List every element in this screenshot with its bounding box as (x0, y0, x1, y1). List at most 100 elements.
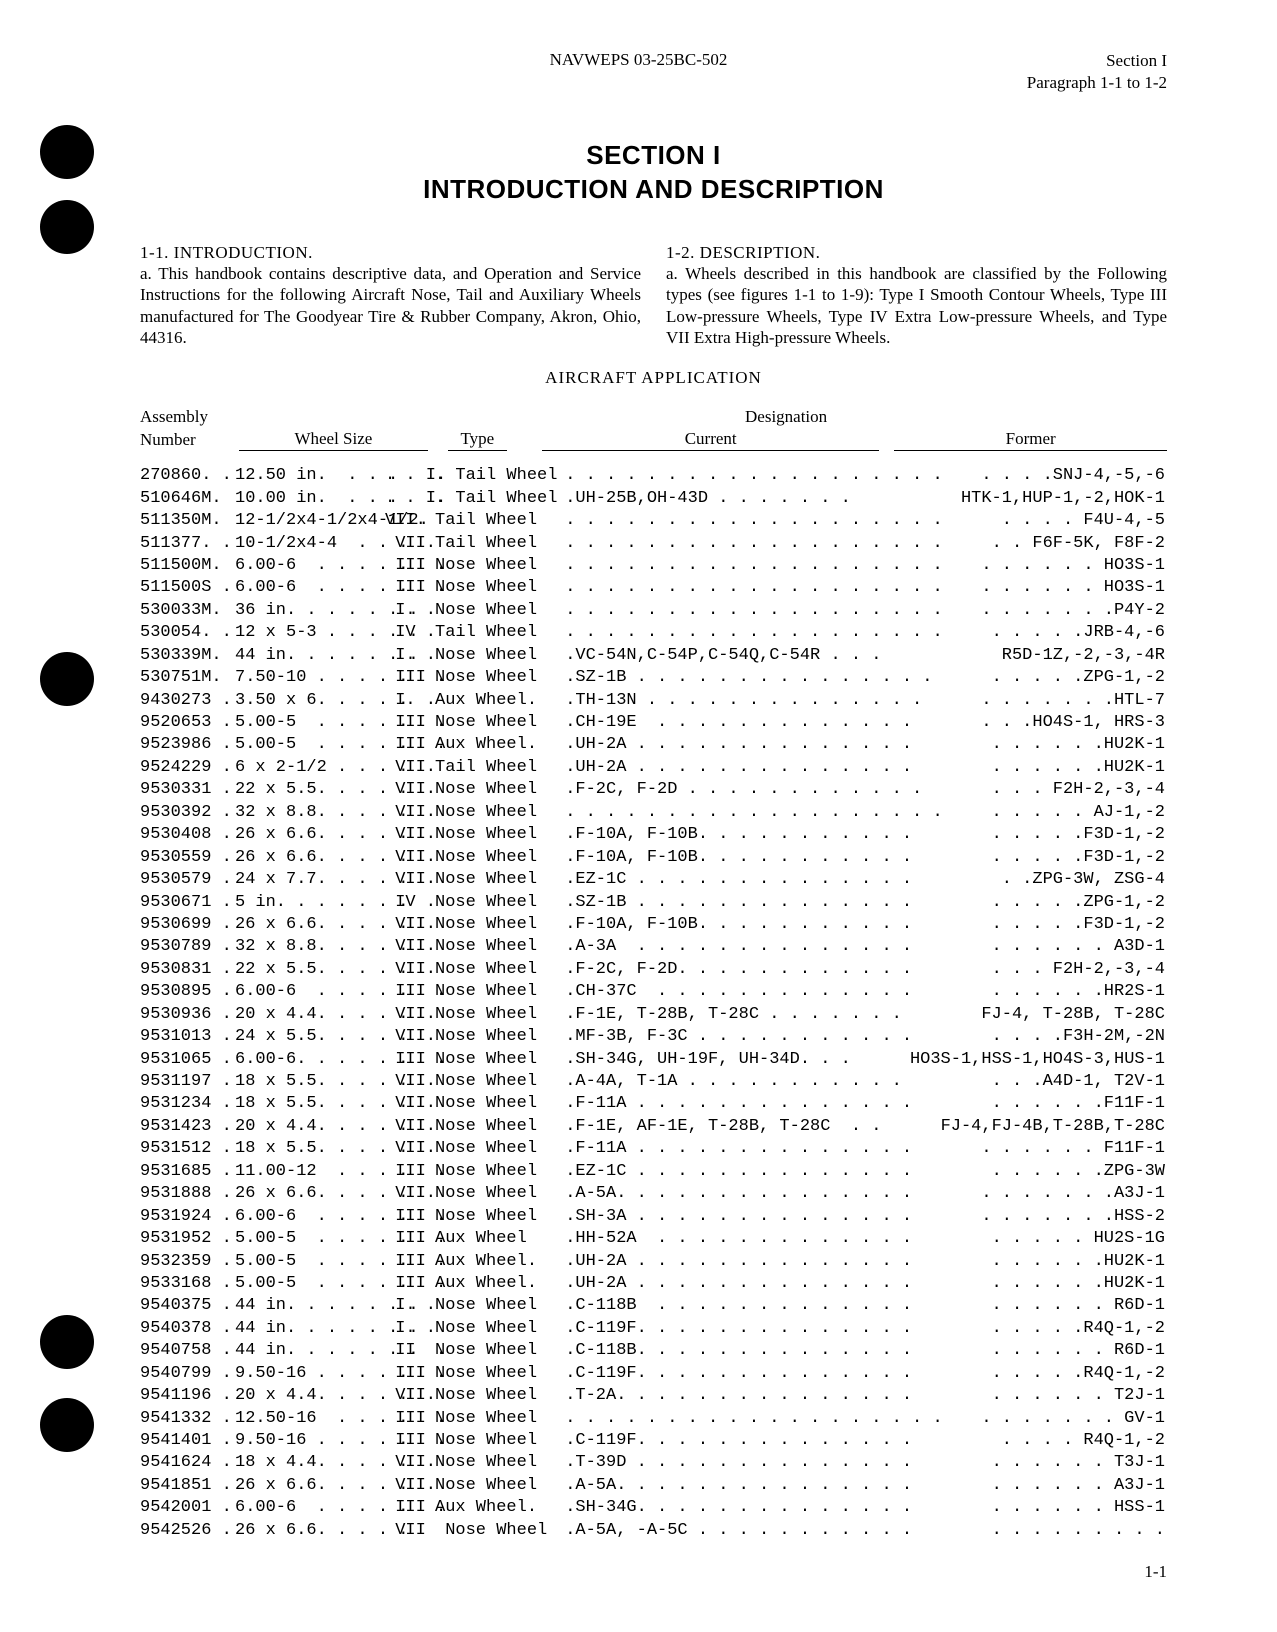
th-assembly: Assembly (140, 406, 240, 428)
cell-assembly: 511500S . (140, 577, 235, 599)
cell-wheeltype: Nose Wheel (435, 824, 555, 846)
cell-type: VII. (385, 1452, 435, 1474)
cell-assembly: 9531924 . (140, 1206, 235, 1228)
intro-left: 1-1. INTRODUCTION. a. This handbook cont… (140, 242, 641, 348)
cell-wheelsize: 9.50-16 . . . . . (235, 1363, 385, 1385)
cell-current: .A-3A . . . . . . . . . . . . . . (555, 936, 865, 958)
cell-current: .SH-34G. . . . . . . . . . . . . . (555, 1497, 865, 1519)
cell-wheelsize: 6.00-6 . . . . . (235, 1206, 385, 1228)
cell-wheeltype: Nose Wheel (435, 1116, 555, 1138)
cell-wheeltype: Nose Wheel (435, 600, 555, 622)
cell-type: III . (385, 1206, 435, 1228)
table-row: 9531234 .18 x 5.5. . . . . VII.Nose Whee… (140, 1093, 1167, 1115)
cell-assembly: 9530331 . (140, 779, 235, 801)
cell-type: I. . (385, 645, 435, 667)
table-row: 9533168 .5.00-5 . . . . . III .Aux Wheel… (140, 1273, 1167, 1295)
cell-assembly: 9533168 . (140, 1273, 235, 1295)
cell-current: .C-118B. . . . . . . . . . . . . . (555, 1340, 865, 1362)
cell-wheelsize: 26 x 6.6. . . . . (235, 824, 385, 846)
th-type: Type (448, 428, 508, 451)
table-row: 9530408 .26 x 6.6. . . . . VII.Nose Whee… (140, 824, 1167, 846)
cell-type: VII. (385, 847, 435, 869)
th-current: Current (542, 428, 879, 451)
cell-assembly: 9531013 . (140, 1026, 235, 1048)
cell-wheeltype: Nose Wheel (435, 847, 555, 869)
cell-type: . . I. (385, 488, 435, 510)
table-row: 9542001 .6.00-6 . . . . . III .Aux Wheel… (140, 1497, 1167, 1519)
cell-former: HO3S-1,HSS-1,HO4S-3,HUS-1 (865, 1049, 1165, 1071)
cell-type: VII. (385, 802, 435, 824)
cell-current: .UH-25B,OH-43D . . . . . . . (555, 488, 865, 510)
cell-assembly: 9541624 . (140, 1452, 235, 1474)
cell-type: III . (385, 1363, 435, 1385)
cell-current: .A-5A, -A-5C . . . . . . . . . . . (555, 1520, 865, 1542)
cell-wheeltype: Nose Wheel (435, 1295, 555, 1317)
intro-right-heading: 1-2. DESCRIPTION. (666, 243, 820, 262)
cell-former: . . . . . .ZPG-3W (865, 1161, 1165, 1183)
cell-assembly: 9540375 . (140, 1295, 235, 1317)
table-row: 511500M.6.00-6 . . . . . III .Nose Wheel… (140, 555, 1167, 577)
cell-wheelsize: 44 in. . . . . . . (235, 1295, 385, 1317)
cell-former: . . . . . . F11F-1 (865, 1138, 1165, 1160)
table-row: 9541401 .9.50-16 . . . . . III .Nose Whe… (140, 1430, 1167, 1452)
cell-current: .VC-54N,C-54P,C-54Q,C-54R . . . (555, 645, 865, 667)
cell-current: .EZ-1C . . . . . . . . . . . . . . (555, 1161, 865, 1183)
cell-assembly: 511377. . (140, 533, 235, 555)
cell-wheelsize: 22 x 5.5. . . . . (235, 779, 385, 801)
table-row: 511350M.12-1/2x4-1/2x4-1/2.VII.Tail Whee… (140, 510, 1167, 532)
cell-type: III . (385, 667, 435, 689)
cell-wheeltype: Nose Wheel (435, 869, 555, 891)
table-row: 9523986 .5.00-5 . . . . . III .Aux Wheel… (140, 734, 1167, 756)
cell-current: .HH-52A . . . . . . . . . . . . . (555, 1228, 865, 1250)
cell-assembly: 9524229 . (140, 757, 235, 779)
intro-left-heading: 1-1. INTRODUCTION. (140, 243, 313, 262)
cell-current: . . . . . . . . . . . . . . . . . . . (555, 622, 865, 644)
cell-type: VII. (385, 1004, 435, 1026)
paragraph-range: Paragraph 1-1 to 1-2 (140, 72, 1167, 94)
cell-former: . . . . . .HR2S-1 (865, 981, 1165, 1003)
cell-assembly: 9530408 . (140, 824, 235, 846)
cell-current: .F-1E, AF-1E, T-28B, T-28C . . (555, 1116, 865, 1138)
cell-wheeltype: Nose Wheel (435, 779, 555, 801)
cell-type: III . (385, 1251, 435, 1273)
table-row: 9531065 .6.00-6. . . . . . III .Nose Whe… (140, 1049, 1167, 1071)
cell-type: IV . (385, 892, 435, 914)
cell-wheeltype: Nose Wheel (435, 1138, 555, 1160)
cell-wheeltype: . Tail Wheel (435, 465, 555, 487)
cell-current: .UH-2A . . . . . . . . . . . . . . (555, 757, 865, 779)
table-row: 9531924 .6.00-6 . . . . . III .Nose Whee… (140, 1206, 1167, 1228)
cell-former: . . . . . . . GV-1 (865, 1408, 1165, 1430)
intro-columns: 1-1. INTRODUCTION. a. This handbook cont… (140, 242, 1167, 348)
cell-former: . . . . . . R6D-1 (865, 1340, 1165, 1362)
cell-assembly: 9530392 . (140, 802, 235, 824)
cell-current: .T-2A. . . . . . . . . . . . . . . (555, 1385, 865, 1407)
th-designation: Designation (745, 406, 827, 428)
cell-wheelsize: 10-1/2x4-4 . . . (235, 533, 385, 555)
cell-former: . . . F2H-2,-3,-4 (865, 959, 1165, 981)
cell-former: . . . . . . .A3J-1 (865, 1183, 1165, 1205)
th-number: Number (140, 429, 239, 451)
cell-assembly: 9532359 . (140, 1251, 235, 1273)
cell-wheeltype: Nose Wheel (435, 1093, 555, 1115)
cell-wheeltype: Nose Wheel (435, 1385, 555, 1407)
cell-type: VII. (385, 1071, 435, 1093)
cell-wheeltype: Nose Wheel (435, 1161, 555, 1183)
cell-wheelsize: 6.00-6. . . . . . (235, 1049, 385, 1071)
cell-assembly: 9530699 . (140, 914, 235, 936)
cell-current: .C-119F. . . . . . . . . . . . . . (555, 1363, 865, 1385)
cell-assembly: 270860. . (140, 465, 235, 487)
table-row: 9531685 .11.00-12 . . . . III .Nose Whee… (140, 1161, 1167, 1183)
cell-wheeltype: Nose Wheel (435, 555, 555, 577)
cell-wheeltype: Nose Wheel (435, 577, 555, 599)
table-row: 9530559 .26 x 6.6. . . . . VII.Nose Whee… (140, 847, 1167, 869)
table-row: 9540375 .44 in. . . . . . . I. .Nose Whe… (140, 1295, 1167, 1317)
cell-assembly: 511350M. (140, 510, 235, 532)
cell-wheeltype: Nose Wheel (435, 1183, 555, 1205)
cell-assembly: 9541851 . (140, 1475, 235, 1497)
cell-former: . . . .SNJ-4,-5,-6 (865, 465, 1165, 487)
cell-former: . . . . .JRB-4,-6 (865, 622, 1165, 644)
cell-wheeltype: Nose Wheel (435, 1363, 555, 1385)
cell-wheeltype: Nose Wheel (435, 981, 555, 1003)
cell-type: I. . (385, 690, 435, 712)
cell-wheeltype: Nose Wheel (435, 1408, 555, 1430)
